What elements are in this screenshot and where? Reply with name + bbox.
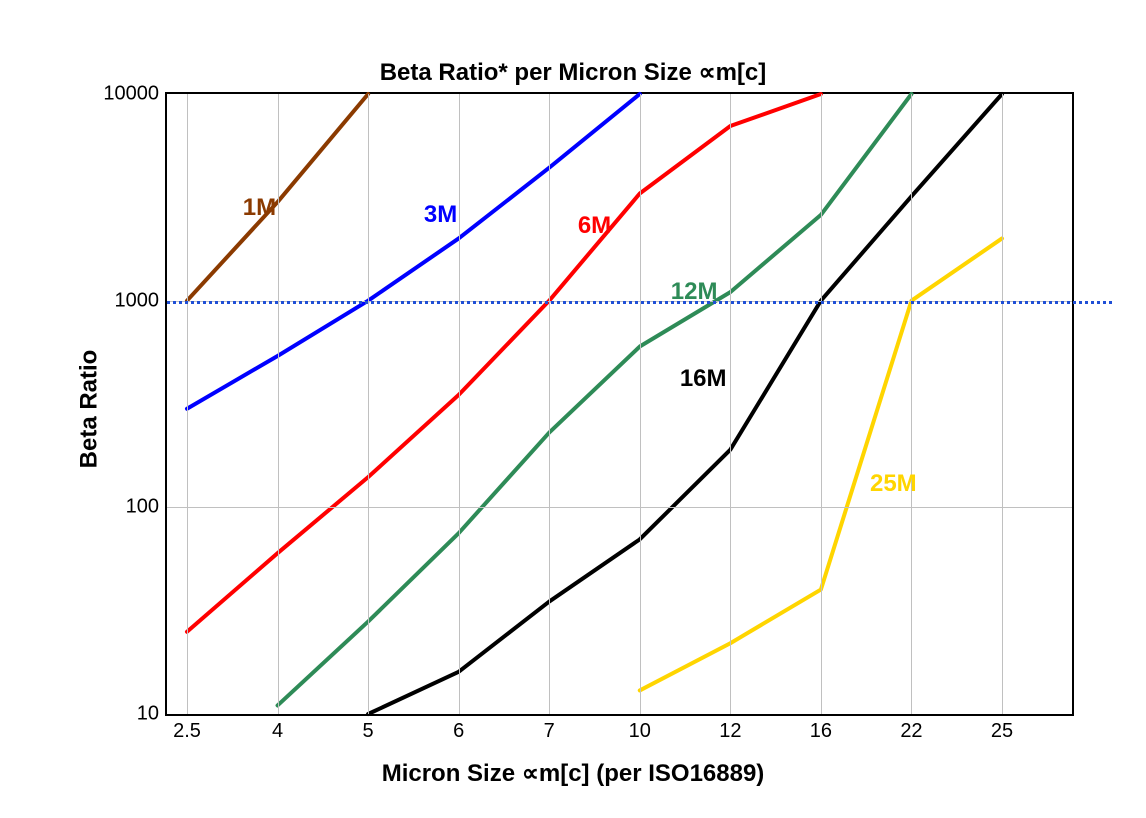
gridline-vertical [549, 94, 550, 714]
gridline-vertical [730, 94, 731, 714]
series-label-25M: 25M [870, 470, 917, 498]
gridline-vertical [187, 94, 188, 714]
x-tick-label: 7 [544, 720, 555, 743]
series-line-12M [278, 94, 912, 705]
x-tick-label: 25 [991, 720, 1013, 743]
chart-title: Beta Ratio* per Micron Size ∝m[c] [0, 58, 1146, 87]
gridline-vertical [368, 94, 369, 714]
x-tick-label: 22 [900, 720, 922, 743]
beta-ratio-chart: Beta Ratio* per Micron Size ∝m[c] Beta R… [0, 0, 1146, 818]
gridline-vertical [459, 94, 460, 714]
chart-lines-svg [167, 94, 1072, 714]
gridline-vertical [821, 94, 822, 714]
series-line-16M [368, 94, 1002, 714]
gridline-vertical [278, 94, 279, 714]
x-tick-label: 10 [629, 720, 651, 743]
gridline-vertical [640, 94, 641, 714]
gridline-vertical [1002, 94, 1003, 714]
y-tick-label: 10000 [103, 83, 159, 106]
series-line-3M [187, 94, 640, 409]
gridline-vertical [911, 94, 912, 714]
y-tick-label: 100 [126, 496, 159, 519]
y-tick-label: 10 [137, 703, 159, 726]
series-label-12M: 12M [671, 278, 718, 306]
x-tick-label: 12 [719, 720, 741, 743]
series-label-6M: 6M [578, 212, 611, 240]
x-tick-label: 6 [453, 720, 464, 743]
y-axis-label: Beta Ratio [75, 350, 103, 469]
series-label-3M: 3M [424, 201, 457, 229]
x-tick-label: 2.5 [173, 720, 201, 743]
y-tick-label: 1000 [115, 289, 160, 312]
x-tick-label: 5 [363, 720, 374, 743]
x-tick-label: 16 [810, 720, 832, 743]
x-axis-label: Micron Size ∝m[c] (per ISO16889) [0, 759, 1146, 788]
plot-area: 2.545671012162225101001000100001M3M6M12M… [165, 92, 1074, 716]
x-tick-label: 4 [272, 720, 283, 743]
reference-line-1000 [167, 301, 1112, 304]
series-line-6M [187, 94, 821, 632]
series-label-16M: 16M [680, 365, 727, 393]
series-label-1M: 1M [243, 194, 276, 222]
gridline-horizontal [167, 507, 1072, 508]
